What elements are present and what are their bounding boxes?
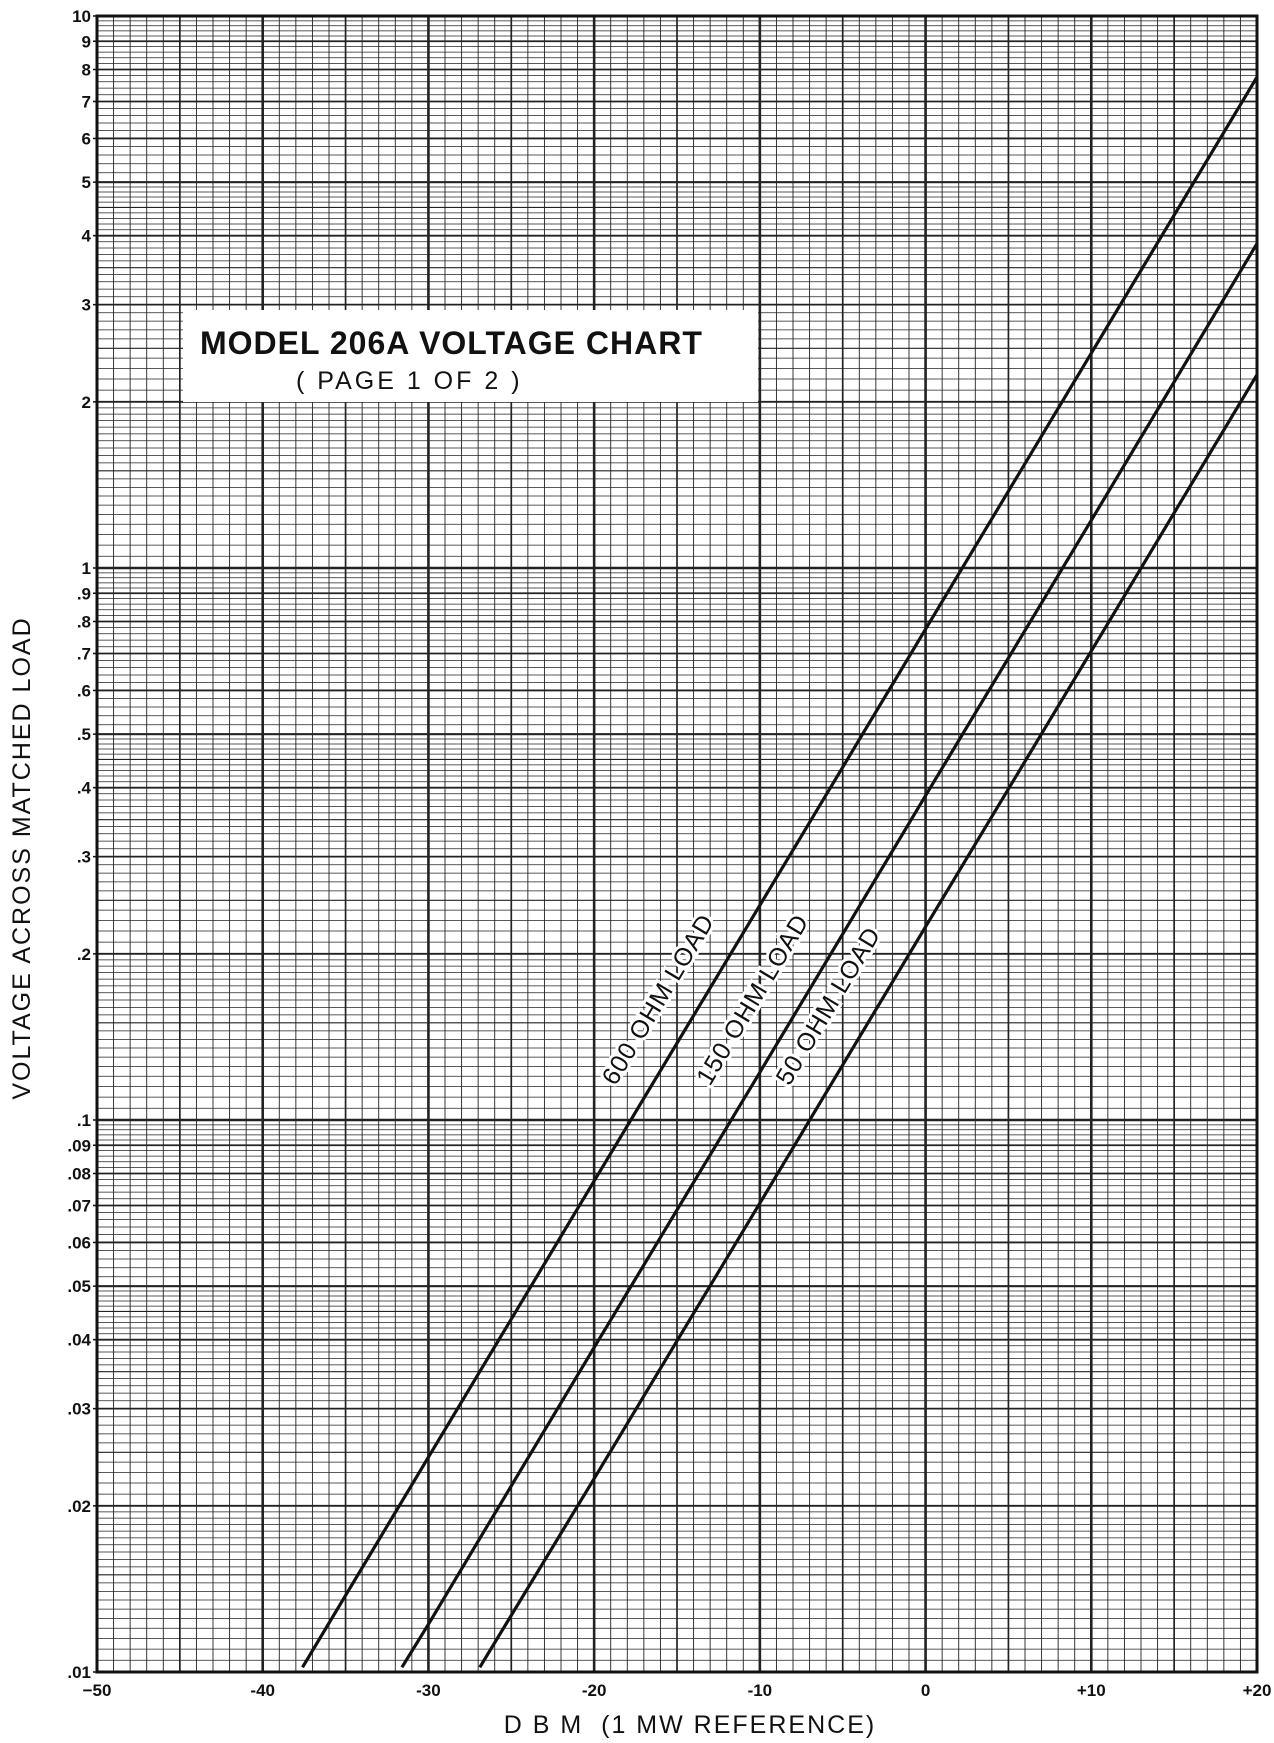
plot-frame: [95, 14, 1259, 1674]
y-tick-label: 5: [82, 173, 91, 192]
y-tick-label: .06: [67, 1233, 91, 1252]
x-tick-label: 0: [921, 1681, 930, 1700]
y-tick-label: .2: [77, 945, 91, 964]
y-tick-label: 9: [82, 32, 91, 51]
y-tick-label: 10: [72, 7, 91, 26]
y-tick-label: .03: [67, 1400, 91, 1419]
y-tick-label: .1: [77, 1111, 91, 1130]
y-tick-label: .01: [67, 1663, 91, 1682]
y-tick-label: .6: [77, 681, 91, 700]
y-tick-label: .8: [77, 612, 91, 631]
y-tick-label: .7: [77, 645, 91, 664]
y-tick-label: .02: [67, 1497, 91, 1516]
y-tick-label: .09: [67, 1136, 91, 1155]
y-tick-label: .04: [67, 1331, 91, 1350]
y-tick-label: .9: [77, 584, 91, 603]
chart-subtitle: ( PAGE 1 OF 2 ): [296, 367, 523, 395]
y-tick-label: .05: [67, 1277, 91, 1296]
series-lines: [301, 76, 1259, 1669]
series-line-150-ohm: [400, 242, 1259, 1669]
x-tick-label: +10: [1077, 1681, 1106, 1700]
y-tick-label: 8: [82, 60, 91, 79]
y-tick-label: .4: [77, 779, 92, 798]
y-tick-label: 4: [82, 227, 92, 246]
x-tick-label: −50: [83, 1681, 112, 1700]
y-tick-label: .5: [77, 725, 91, 744]
y-tick-label: .08: [67, 1164, 91, 1183]
x-tick-label: -40: [250, 1681, 275, 1700]
x-tick-label: -20: [582, 1681, 607, 1700]
x-tick-label: -10: [748, 1681, 773, 1700]
grid: [95, 14, 1259, 1674]
y-tick-label: 2: [82, 393, 91, 412]
y-tick-label: .07: [67, 1197, 91, 1216]
x-tick-label: -30: [416, 1681, 441, 1700]
y-tick-label: 6: [82, 129, 91, 148]
y-tick-label: 7: [82, 93, 91, 112]
x-tick-label: +20: [1243, 1681, 1272, 1700]
y-tick-label: 3: [82, 296, 91, 315]
y-axis-title: VOLTAGE ACROSS MATCHED LOAD: [8, 616, 36, 1099]
y-tick-labels: .01 .02 .03 .04 .05 .06 .07 .08 .09 .1 .2 .3 .4 .5 .6.…: [67, 7, 97, 1682]
title-block: MODEL 206A VOLTAGE CHART ( PAGE 1 OF 2 ): [183, 310, 758, 402]
series-line-50-ohm: [478, 373, 1259, 1669]
x-tick-labels: −50 -40 -30 -20 -10 0 +10 +20: [83, 1681, 1272, 1700]
plot-border: [95, 14, 1259, 1674]
y-tick-label: 1: [82, 559, 91, 578]
title-box: [183, 310, 758, 402]
y-tick-label: .3: [77, 848, 91, 867]
chart-title: MODEL 206A VOLTAGE CHART: [200, 325, 703, 361]
series-line-600-ohm: [301, 76, 1259, 1669]
x-axis-title: D B M (1 MW REFERENCE): [504, 1711, 876, 1739]
